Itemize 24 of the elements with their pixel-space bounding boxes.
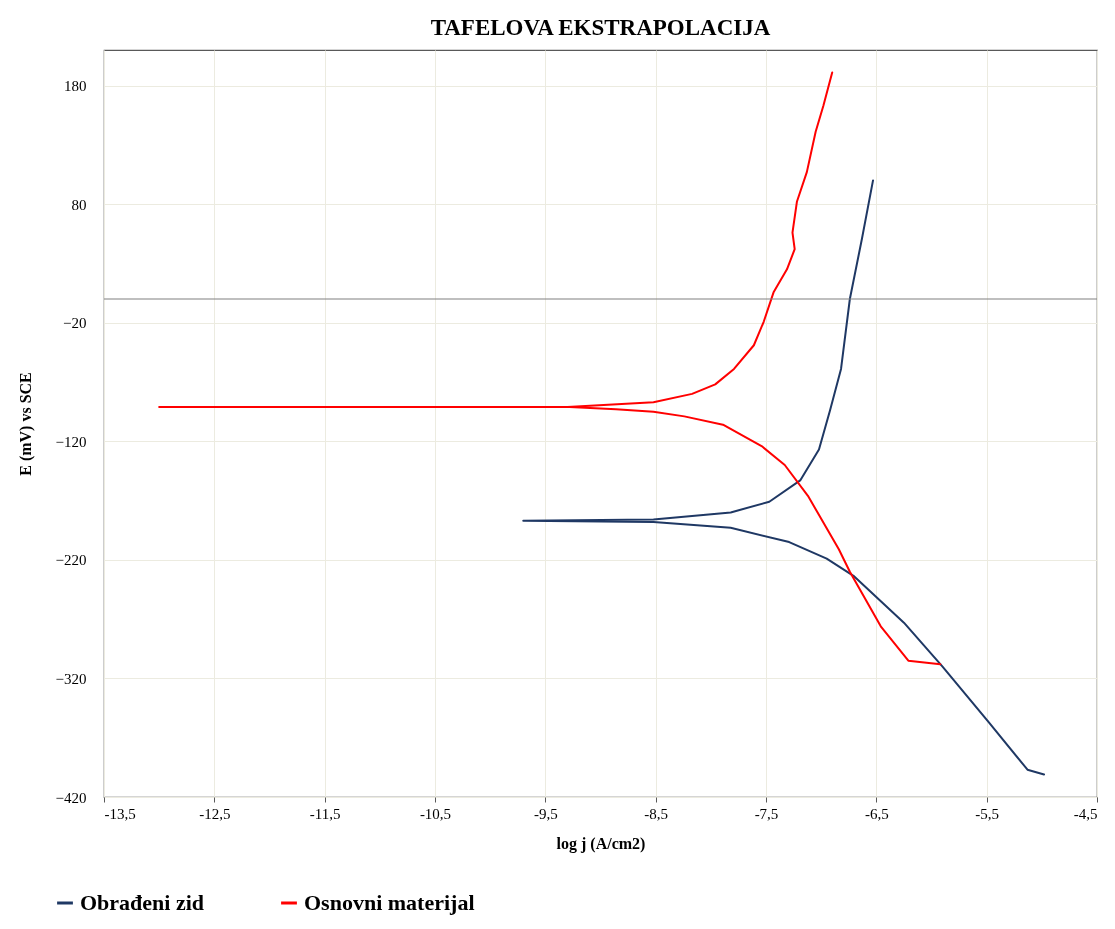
legend-label: Obrađeni zid <box>80 890 205 915</box>
y-tick-label: −120 <box>55 433 87 450</box>
x-axis-title: log j (A/cm2) <box>556 834 646 853</box>
y-tick-label: −420 <box>55 789 87 806</box>
y-tick-label: −20 <box>63 315 87 332</box>
x-tick-label: -6,5 <box>864 805 889 822</box>
legend-label: Osnovni materijal <box>304 890 475 915</box>
y-axis-title: E (mV) vs SCE <box>16 372 35 476</box>
x-tick-label: -11,5 <box>309 805 341 822</box>
x-tick-label: -5,5 <box>975 805 1000 822</box>
y-tick-label: −220 <box>55 552 87 569</box>
x-tick-label: -7,5 <box>754 805 779 822</box>
y-tick-label: 180 <box>64 78 87 95</box>
y-tick-label: 80 <box>71 196 87 213</box>
line-series <box>522 179 1046 776</box>
x-tick-label: -10,5 <box>419 805 452 822</box>
x-tick-label: -8,5 <box>644 805 669 822</box>
x-tick-label: -9,5 <box>533 805 558 822</box>
x-tick-label: -12,5 <box>199 805 231 822</box>
chart-title: TAFELOVA EKSTRAPOLACIJA <box>430 15 771 40</box>
line-series <box>158 71 942 666</box>
y-tick-label: −320 <box>55 670 87 687</box>
x-tick-label: -4,5 <box>1073 805 1098 822</box>
x-tick-label: -13,5 <box>104 805 136 822</box>
